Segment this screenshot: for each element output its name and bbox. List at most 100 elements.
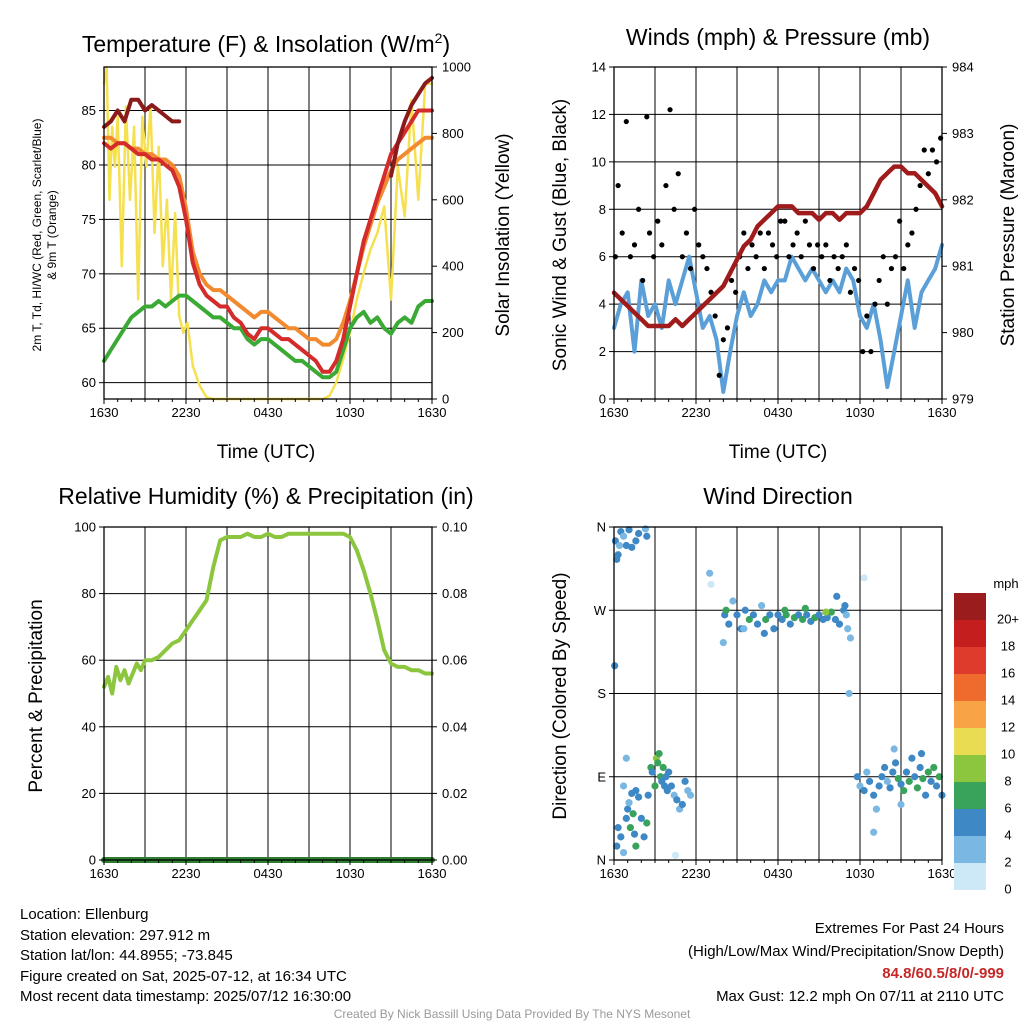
direction-point (803, 611, 811, 619)
wind-direction-left-axis-label: Direction (Colored By Speed) (550, 572, 571, 819)
temperature-x-axis-label: Time (UTC) (217, 442, 316, 463)
direction-point (835, 620, 844, 628)
pressure-right-axis-label: Station Pressure (Maroon) (998, 124, 1019, 347)
direction-point (833, 592, 841, 600)
gust-point (872, 301, 878, 307)
colorbar-label: 12 (1001, 720, 1015, 735)
direction-point (706, 569, 714, 577)
direction-point (619, 849, 628, 857)
direction-point (905, 777, 913, 785)
recent-timestamp: Most recent data timestamp: 2025/07/12 1… (20, 988, 352, 1005)
direction-point (625, 526, 633, 534)
gust-point (876, 277, 882, 284)
x-tick-label: 1630 (90, 866, 119, 881)
gust-point (659, 242, 665, 248)
x-tick-label: 2230 (682, 866, 711, 881)
gust-point (651, 254, 657, 260)
direction-point (628, 543, 636, 551)
pressure-line (611, 164, 945, 329)
direction-point (890, 745, 898, 753)
y2-tick-label: 200 (442, 325, 464, 340)
direction-point (686, 791, 695, 799)
direction-point (760, 629, 768, 637)
direction-point (663, 787, 671, 795)
x-tick-label: 1030 (336, 866, 365, 881)
gust-point (888, 265, 895, 272)
colorbar-label: 10 (1001, 747, 1015, 762)
gust-point (868, 348, 874, 355)
direction-point (619, 782, 628, 790)
direction-point (648, 768, 656, 776)
y-tick-label: 100 (74, 520, 96, 535)
gust-point (728, 277, 735, 284)
direction-point (846, 634, 855, 642)
direction-point (632, 537, 640, 545)
x-tick-label: 0430 (764, 405, 793, 420)
x-tick-label: 2230 (682, 405, 711, 420)
direction-point (629, 810, 637, 818)
direction-point (894, 775, 902, 783)
direction-point (841, 602, 849, 610)
direction-point (815, 611, 823, 619)
direction-point (916, 763, 924, 772)
y-tick-label: 40 (82, 719, 96, 734)
gust-point (856, 277, 862, 284)
gust-point (901, 265, 907, 272)
y-tick-label: 6 (599, 249, 606, 264)
direction-point (870, 791, 878, 799)
direction-point (725, 620, 733, 628)
station-latlon: Station lat/lon: 44.8955; -73.845 (20, 947, 233, 964)
direction-point (881, 763, 889, 772)
gust-point (815, 242, 821, 248)
gust-point (769, 242, 776, 248)
x-tick-label: 2230 (172, 405, 201, 420)
gust-point (835, 265, 841, 272)
gust-point (733, 289, 739, 295)
temperature-left-axis-label: 2m T, Td, HI/WC (Red, Green, Scarlet/Blu… (30, 119, 44, 352)
y-tick-label: 70 (82, 266, 96, 281)
direction-point (641, 525, 650, 533)
gust-point (761, 265, 767, 272)
direction-point (614, 824, 622, 832)
y-tick-label: 0 (599, 392, 606, 407)
direction-point (643, 532, 651, 540)
y2-tick-label: 0.10 (442, 520, 467, 535)
direction-point (799, 615, 807, 624)
figure-created: Figure created on Sat, 2025-07-12, at 16… (20, 967, 347, 985)
wind-line (612, 242, 944, 394)
direction-point (758, 602, 766, 610)
direction-point (902, 768, 911, 776)
direction-point (635, 793, 643, 801)
colorbar-label: 16 (1001, 666, 1015, 681)
y2-tick-label: 800 (442, 126, 464, 141)
direction-point (794, 611, 803, 619)
gust-point (640, 277, 646, 284)
colorbar-label: 2 (1004, 855, 1011, 870)
direction-point (741, 606, 749, 614)
winds-panel-title: Winds (mph) & Pressure (mb) (626, 24, 930, 50)
direction-point (624, 805, 632, 813)
direction-point (766, 611, 774, 619)
direction-point (613, 842, 621, 850)
direction-point (667, 782, 676, 790)
gust-point (765, 230, 772, 236)
direction-point (707, 580, 715, 588)
direction-point (753, 620, 762, 628)
y-tick-label: 0 (89, 853, 96, 868)
direction-point (897, 780, 905, 788)
direction-point (831, 615, 840, 624)
gust-point (827, 277, 833, 284)
colorbar-swatch (954, 755, 986, 782)
direction-point (930, 763, 938, 772)
y-tick-label: 20 (82, 786, 96, 801)
gust-point (897, 218, 903, 224)
x-tick-label: 1630 (90, 405, 119, 420)
x-tick-label: 1630 (418, 866, 447, 881)
gust-point (720, 337, 726, 343)
gust-point (716, 372, 722, 378)
colorbar-label: 18 (1001, 639, 1015, 654)
direction-point (673, 796, 681, 804)
y2-tick-label: 0.06 (442, 653, 467, 668)
temperature-line (102, 108, 434, 374)
temperature-insolation-panel: Temperature (F) & Insolation (W/m2) Time… (30, 30, 514, 463)
